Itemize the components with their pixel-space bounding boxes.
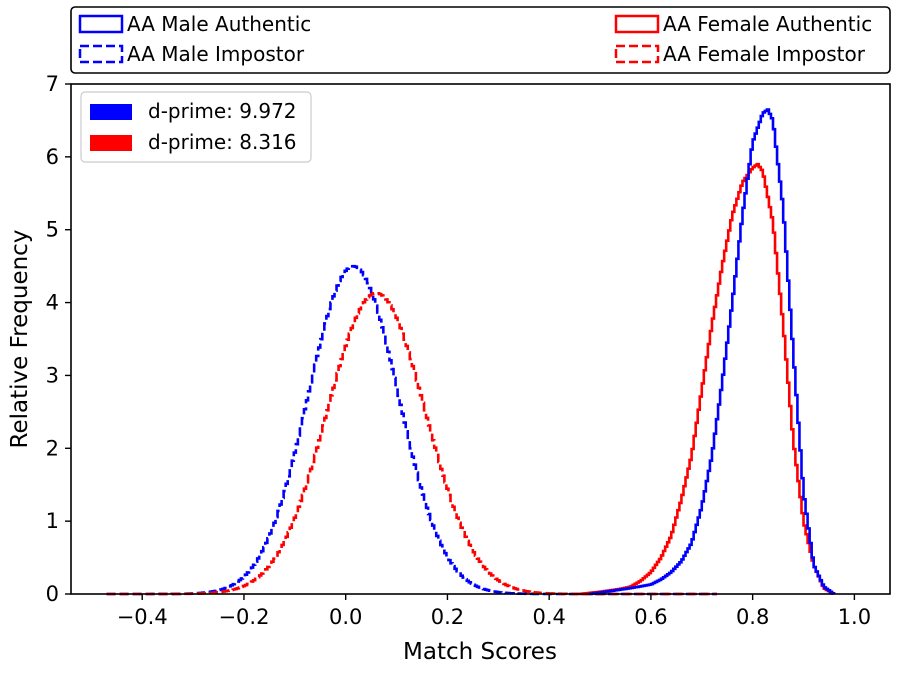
dprime-swatch-male xyxy=(90,104,132,120)
legend-label-female-impostor: AA Female Impostor xyxy=(663,42,866,66)
y-tick-label: 1 xyxy=(46,509,59,533)
y-axis-label: Relative Frequency xyxy=(7,230,33,449)
dprime-label-male: d-prime: 9.972 xyxy=(148,99,297,123)
y-tick-label: 3 xyxy=(46,363,59,387)
legend-swatch-male-authentic xyxy=(78,14,124,34)
legend-swatch-female-authentic xyxy=(614,14,660,34)
y-tick-label: 6 xyxy=(46,145,59,169)
y-tick-label: 5 xyxy=(46,218,59,242)
top-legend: AA Male Authentic AA Male Impostor AA Fe… xyxy=(70,6,891,74)
series-layer xyxy=(106,108,836,596)
y-tick-label: 4 xyxy=(46,291,59,315)
x-tick-label: −0.2 xyxy=(218,605,269,629)
dprime-swatch-female xyxy=(90,135,132,151)
x-tick-label: 0.0 xyxy=(329,605,362,629)
legend-swatch-male-impostor xyxy=(78,44,124,64)
x-tick-label: −0.4 xyxy=(117,605,168,629)
y-axis-ticks: 0 1 2 3 4 5 6 7 xyxy=(46,72,71,606)
axes-frame xyxy=(70,83,891,595)
x-tick-label: 1.0 xyxy=(838,605,871,629)
dprime-legend: d-prime: 9.972 d-prime: 8.316 xyxy=(80,91,312,163)
series-aa-male-authentic xyxy=(588,108,836,596)
y-tick-label: 7 xyxy=(46,72,59,96)
series-aa-male-impostor xyxy=(106,264,718,596)
dprime-label-female: d-prime: 8.316 xyxy=(148,130,297,154)
x-tick-label: 0.4 xyxy=(532,605,565,629)
plot-area xyxy=(70,83,891,596)
y-tick-label: 2 xyxy=(46,436,59,460)
x-axis-ticks: −0.4 −0.2 0.0 0.2 0.4 0.6 0.8 1.0 xyxy=(117,594,871,629)
x-tick-label: 0.2 xyxy=(431,605,464,629)
legend-label-female-authentic: AA Female Authentic xyxy=(663,12,872,36)
legend-label-male-impostor: AA Male Impostor xyxy=(127,42,305,66)
x-tick-label: 0.8 xyxy=(736,605,769,629)
top-legend-frame xyxy=(70,6,891,74)
x-axis-label: Match Scores xyxy=(403,639,557,665)
legend-swatch-female-impostor xyxy=(614,44,660,64)
legend-label-male-authentic: AA Male Authentic xyxy=(127,12,311,36)
x-tick-label: 0.6 xyxy=(634,605,667,629)
y-tick-label: 0 xyxy=(46,582,59,606)
dprime-legend-frame xyxy=(80,91,312,163)
